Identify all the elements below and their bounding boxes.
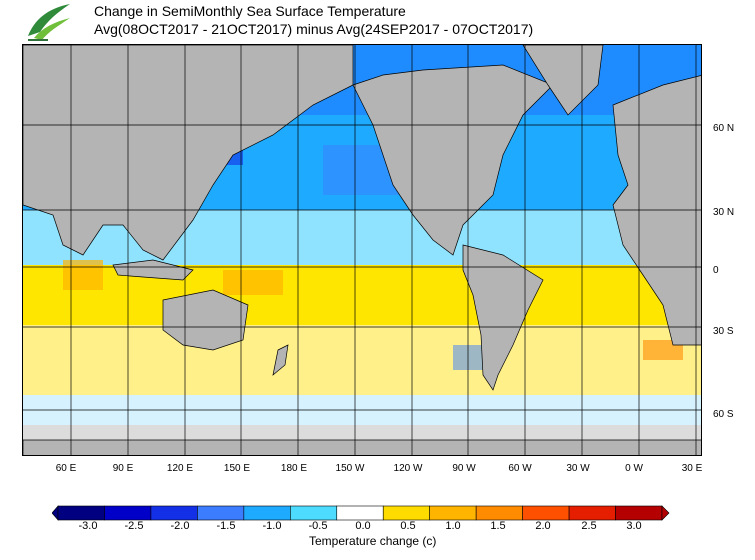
land-new-zealand [272, 344, 289, 376]
logo-icon [28, 4, 70, 41]
colorbar-swatch [150, 505, 198, 521]
colorbar-tick-label: -0.5 [308, 520, 328, 532]
land-south-america [462, 244, 544, 391]
lon-label: 30 E [681, 463, 703, 474]
land-greenland [522, 45, 604, 116]
colorbar-swatch [382, 505, 430, 521]
colorbar-tick-label: 2.5 [581, 520, 597, 532]
lon-label: 150 W [335, 463, 365, 474]
colorbar-swatch [522, 505, 570, 521]
chart-title: Change in SemiMonthly Sea Surface Temper… [94, 3, 406, 19]
colorbar-tick-label: 0.0 [355, 520, 371, 532]
lon-label: 30 W [566, 463, 590, 474]
colorbar [52, 505, 670, 521]
colorbar-tick-label: 1.5 [490, 520, 506, 532]
colorbar-tick-label: 3.0 [626, 520, 642, 532]
lon-label: 180 E [280, 463, 308, 474]
lat-label: 0 [713, 265, 719, 276]
colorbar-swatch [615, 505, 663, 521]
lon-label: 150 E [223, 463, 251, 474]
colorbar-swatch [336, 505, 384, 521]
lon-label: 120 E [166, 463, 194, 474]
colorbar-swatch [290, 505, 338, 521]
lon-label: 120 W [393, 463, 423, 474]
chart-subtitle: Avg(08OCT2017 - 21OCT2017) minus Avg(24S… [94, 21, 534, 37]
sst-change-map [22, 44, 702, 456]
colorbar-arrow-right [661, 505, 670, 521]
colorbar-arrow-left [52, 505, 59, 521]
colorbar-swatch [243, 505, 291, 521]
colorbar-swatch [57, 505, 105, 521]
colorbar-title: Temperature change (c) [309, 534, 437, 548]
lat-label: 60 S [713, 409, 734, 420]
colorbar-tick-label: -3.0 [78, 520, 98, 532]
band-south [23, 325, 701, 395]
lat-label: 30 N [713, 207, 735, 218]
lon-label: 90 E [112, 463, 134, 474]
lon-label: 90 W [452, 463, 476, 474]
colorbar-swatch [429, 505, 477, 521]
colorbar-swatch [568, 505, 616, 521]
colorbar-swatch [104, 505, 152, 521]
colorbar-tick-label: -1.0 [262, 520, 282, 532]
land-antarctica [23, 439, 701, 455]
land-asia [23, 45, 354, 261]
lon-label: 0 W [625, 463, 643, 474]
land-indonesia [112, 259, 194, 281]
colorbar-tick-label: -2.5 [124, 520, 144, 532]
colorbar-tick-label: -1.5 [216, 520, 236, 532]
land-australia [162, 289, 249, 351]
colorbar-tick-label: 0.5 [400, 520, 416, 532]
lon-label: 60 W [508, 463, 532, 474]
colorbar-tick-label: 2.0 [535, 520, 551, 532]
colorbar-tick-label: -2.0 [170, 520, 190, 532]
lat-label: 60 N [713, 123, 735, 134]
colorbar-tick-label: 1.0 [445, 520, 461, 532]
colorbar-swatch [475, 505, 523, 521]
lat-label: 30 S [713, 326, 734, 337]
lon-label: 60 E [55, 463, 77, 474]
colorbar-swatch [197, 505, 245, 521]
